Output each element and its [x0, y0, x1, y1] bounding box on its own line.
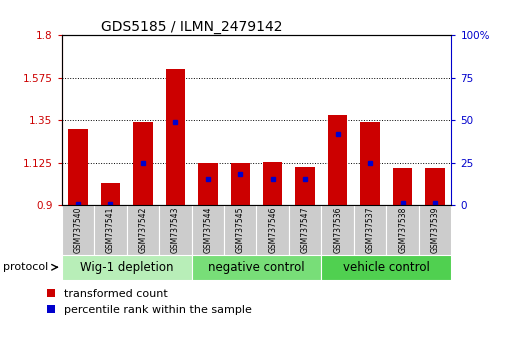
Text: GSM737544: GSM737544: [203, 207, 212, 253]
Text: GSM737540: GSM737540: [73, 207, 82, 253]
Bar: [101, 183, 120, 205]
Text: GSM737539: GSM737539: [431, 207, 440, 253]
Text: GSM737546: GSM737546: [268, 207, 277, 253]
Bar: [224, 205, 256, 255]
Text: GSM737541: GSM737541: [106, 207, 115, 253]
Text: GSM737538: GSM737538: [398, 207, 407, 253]
Text: GSM737542: GSM737542: [139, 207, 147, 253]
Bar: [361, 122, 380, 205]
Bar: [230, 163, 250, 205]
Bar: [425, 167, 445, 205]
Bar: [354, 205, 386, 255]
Bar: [127, 205, 159, 255]
Text: negative control: negative control: [208, 261, 305, 274]
Bar: [393, 167, 412, 205]
Bar: [263, 162, 283, 205]
Bar: [191, 255, 322, 280]
Bar: [386, 205, 419, 255]
Bar: [256, 205, 289, 255]
Text: GSM737536: GSM737536: [333, 207, 342, 253]
Bar: [94, 205, 127, 255]
Text: Wig-1 depletion: Wig-1 depletion: [80, 261, 173, 274]
Text: GSM737547: GSM737547: [301, 207, 310, 253]
Text: vehicle control: vehicle control: [343, 261, 430, 274]
Text: GSM737545: GSM737545: [236, 207, 245, 253]
Bar: [62, 205, 94, 255]
Text: GSM737543: GSM737543: [171, 207, 180, 253]
Text: protocol: protocol: [3, 262, 48, 272]
Bar: [322, 255, 451, 280]
Bar: [295, 167, 315, 205]
Bar: [133, 122, 152, 205]
Bar: [62, 255, 191, 280]
Text: GDS5185 / ILMN_2479142: GDS5185 / ILMN_2479142: [101, 21, 282, 34]
Legend: transformed count, percentile rank within the sample: transformed count, percentile rank withi…: [47, 289, 252, 315]
Bar: [166, 69, 185, 205]
Bar: [328, 115, 347, 205]
Bar: [289, 205, 322, 255]
Bar: [68, 129, 88, 205]
Text: GSM737537: GSM737537: [366, 207, 374, 253]
Bar: [191, 205, 224, 255]
Bar: [159, 205, 191, 255]
Bar: [322, 205, 354, 255]
Bar: [198, 163, 218, 205]
Bar: [419, 205, 451, 255]
